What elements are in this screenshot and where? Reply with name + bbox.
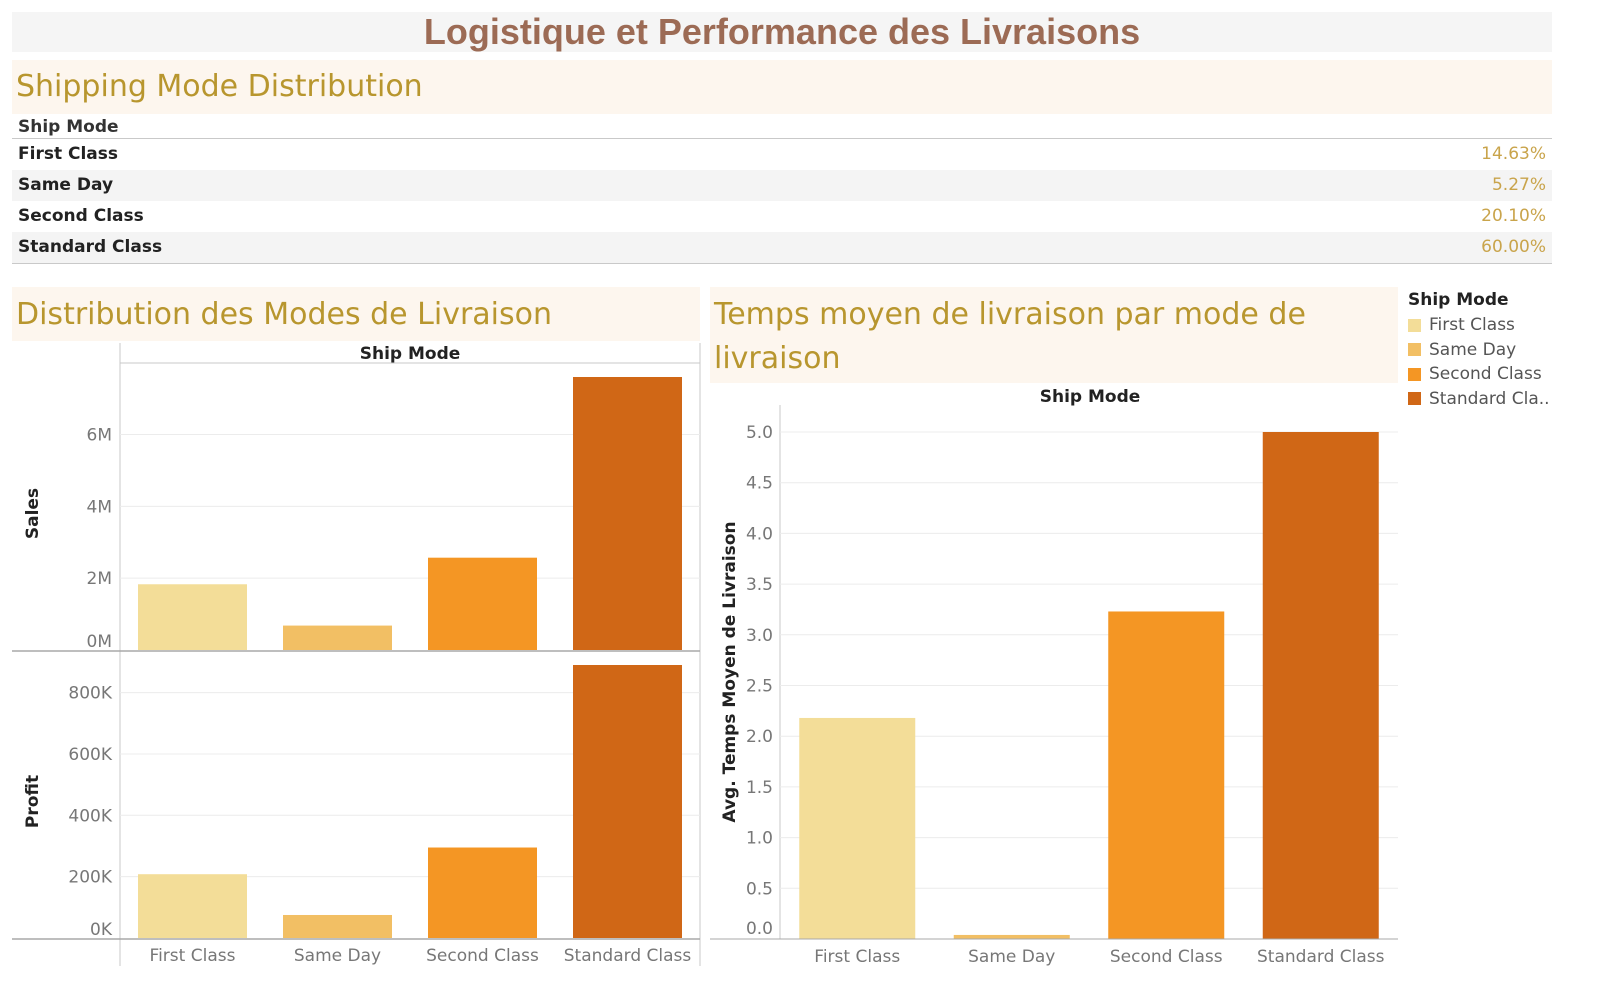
- table-row[interactable]: Second Class 20.10%: [12, 201, 1552, 232]
- x-tick-label: First Class: [150, 946, 236, 966]
- bar: [283, 625, 392, 650]
- y-tick-label: 600K: [68, 745, 112, 765]
- table-divider: [12, 263, 1552, 264]
- row-label: Standard Class: [18, 237, 163, 257]
- row-label: Same Day: [18, 175, 114, 195]
- legend-item[interactable]: Standard Cla..: [1408, 387, 1558, 412]
- y-tick-label-right: 2.5: [746, 677, 773, 697]
- row-label: Second Class: [18, 206, 144, 226]
- x-tick-label: Same Day: [294, 946, 381, 966]
- legend-label: Standard Cla..: [1429, 388, 1550, 409]
- table-row[interactable]: Standard Class 60.00%: [12, 232, 1552, 263]
- y-tick-label: 0M: [87, 632, 112, 652]
- x-tick-label-right: First Class: [814, 947, 900, 967]
- y-tick-label-right: 3.0: [746, 626, 773, 646]
- x-tick-label-right: Same Day: [968, 947, 1055, 967]
- y-tick-label-right: 5.0: [746, 423, 773, 443]
- column-header-right: Ship Mode: [1040, 387, 1141, 407]
- row-value: 14.63%: [1481, 144, 1546, 164]
- y-tick-label: 800K: [68, 684, 112, 704]
- bar-right: [953, 934, 1070, 939]
- y-tick-label: 6M: [87, 425, 112, 445]
- legend-swatch: [1408, 318, 1421, 332]
- distribution-section-title: Shipping Mode Distribution: [12, 60, 1552, 114]
- legend-title: Ship Mode: [1408, 290, 1509, 310]
- bar-right: [1108, 611, 1225, 939]
- y-tick-label: 2M: [87, 569, 112, 589]
- legend-label: Same Day: [1429, 339, 1517, 360]
- y-axis-title: Profit: [23, 775, 43, 828]
- legend-label: First Class: [1429, 315, 1515, 336]
- legend-swatch: [1408, 343, 1421, 357]
- bar: [283, 914, 392, 938]
- y-tick-label-right: 2.0: [746, 727, 773, 747]
- legend: Ship Mode First Class Same Day Second Cl…: [1408, 290, 1558, 411]
- y-tick-label-right: 4.5: [746, 474, 773, 494]
- table-header-ship-mode: Ship Mode: [12, 116, 1552, 139]
- legend-label: Second Class: [1429, 364, 1542, 385]
- y-tick-label: 0K: [90, 920, 113, 940]
- bar-right: [799, 717, 916, 939]
- bar: [573, 665, 682, 938]
- modes-section-title: Distribution des Modes de Livraison: [12, 287, 700, 341]
- distribution-table: Ship Mode First Class 14.63% Same Day 5.…: [12, 116, 1552, 264]
- y-tick-label-right: 1.0: [746, 829, 773, 849]
- y-tick-label-right: 4.0: [746, 524, 773, 544]
- x-tick-label-right: Standard Class: [1257, 947, 1385, 967]
- y-axis-title-right: Avg. Temps Moyen de Livraison: [720, 521, 740, 822]
- temps-section-title: Temps moyen de livraison par mode de liv…: [710, 287, 1398, 383]
- legend-swatch: [1408, 367, 1421, 381]
- legend-item[interactable]: Same Day: [1408, 338, 1558, 363]
- table-row[interactable]: First Class 14.63%: [12, 139, 1552, 170]
- bar: [138, 874, 247, 938]
- x-tick-label-right: Second Class: [1110, 947, 1223, 967]
- page-title: Logistique et Performance des Livraisons: [12, 12, 1552, 52]
- y-tick-label-right: 3.5: [746, 575, 773, 595]
- column-header: Ship Mode: [360, 344, 461, 364]
- y-tick-label-right: 0.0: [746, 919, 773, 939]
- legend-item[interactable]: First Class: [1408, 313, 1558, 338]
- x-tick-label: Second Class: [426, 946, 539, 966]
- x-tick-label: Standard Class: [564, 946, 692, 966]
- bar-right: [1262, 432, 1379, 939]
- bar: [428, 557, 537, 650]
- bar: [428, 847, 537, 938]
- row-value: 5.27%: [1491, 175, 1546, 195]
- y-tick-label: 200K: [68, 868, 112, 888]
- y-axis-title: Sales: [23, 488, 43, 539]
- row-value: 60.00%: [1481, 237, 1546, 257]
- y-tick-label: 400K: [68, 806, 112, 826]
- row-value: 20.10%: [1481, 206, 1546, 226]
- row-label: First Class: [18, 144, 118, 164]
- y-tick-label-right: 1.5: [746, 778, 773, 798]
- table-row[interactable]: Same Day 5.27%: [12, 170, 1552, 201]
- bar: [138, 584, 247, 650]
- y-tick-label-right: 0.5: [746, 879, 773, 899]
- legend-swatch: [1408, 392, 1421, 406]
- y-tick-label: 4M: [87, 497, 112, 517]
- bar: [573, 377, 682, 650]
- legend-item[interactable]: Second Class: [1408, 362, 1558, 387]
